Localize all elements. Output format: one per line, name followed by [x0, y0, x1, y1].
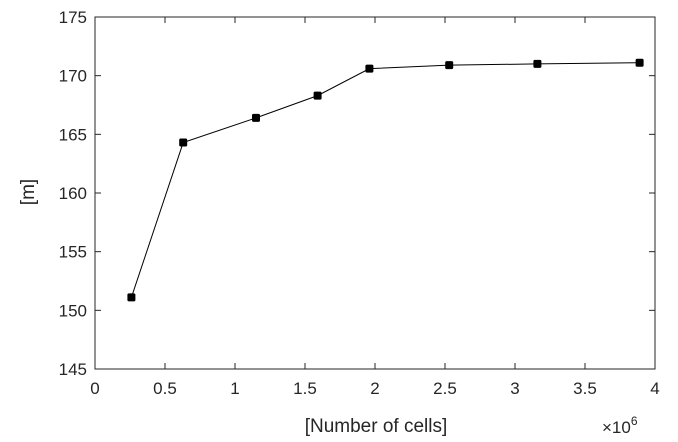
- plot-area: [127, 58, 644, 302]
- x-tick-label: 4: [650, 379, 659, 398]
- data-point: [313, 91, 322, 100]
- x-tick-label: 0.5: [153, 379, 177, 398]
- y-tick-label: 150: [59, 301, 87, 320]
- y-tick-label: 170: [59, 67, 87, 86]
- x-tick-label: 3.5: [573, 379, 597, 398]
- x-tick-label: 2.5: [433, 379, 457, 398]
- y-tick-label: 155: [59, 243, 87, 262]
- x-tick-label: 1.5: [293, 379, 317, 398]
- axes: [94, 16, 656, 370]
- data-point: [252, 113, 260, 122]
- x-tick-label: 3: [510, 379, 519, 398]
- x-exponent-label: ×106: [602, 414, 638, 437]
- data-point: [445, 61, 454, 70]
- x-tick-label: 0: [90, 379, 99, 398]
- axis-titles: [Number of cells] [m] ×106: [18, 179, 638, 437]
- series-line: [130, 62, 640, 298]
- data-point: [635, 58, 644, 67]
- data-point: [365, 64, 374, 73]
- data-point: [127, 293, 136, 302]
- y-tick-label: 160: [59, 184, 87, 203]
- tick-labels: 0 0.5 1 1.5 2 2.5 3 3.5 4 145 150 155 160 165 170 175: [59, 8, 660, 398]
- x-tick-label: 2: [370, 379, 379, 398]
- x-axis-title: [Number of cells]: [305, 416, 448, 437]
- y-tick-label: 145: [59, 360, 87, 379]
- x-exponent-base: ×10: [602, 418, 631, 437]
- y-axis-title: [m]: [18, 179, 39, 205]
- data-point: [533, 59, 542, 68]
- x-tick-label: 1: [230, 379, 239, 398]
- data-point: [179, 138, 188, 147]
- x-exponent-power: 6: [631, 414, 638, 428]
- y-tick-label: 175: [59, 8, 87, 27]
- y-tick-label: 165: [59, 125, 87, 144]
- axes-box: [94, 16, 656, 370]
